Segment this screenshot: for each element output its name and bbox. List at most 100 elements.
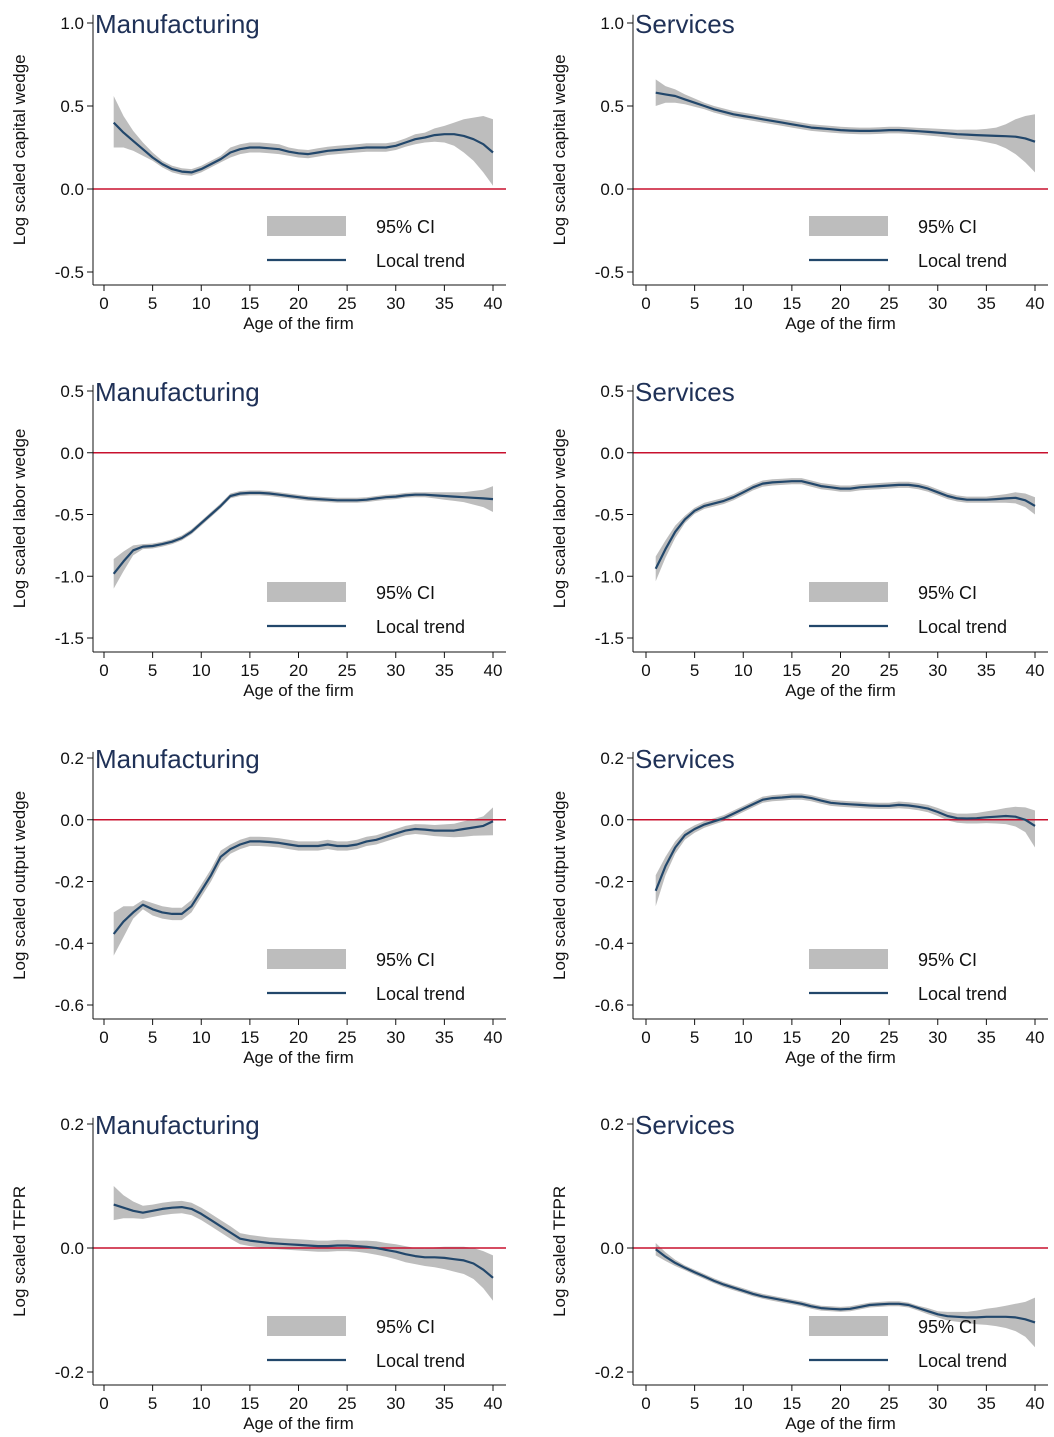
y-tick-label: 0.5 [600,97,624,116]
legend-trend-label: Local trend [918,1351,1007,1371]
x-tick-label: 10 [734,1028,753,1047]
legend-ci-label: 95% CI [376,583,435,603]
panel-title: Manufacturing [95,1110,260,1140]
x-tick-label: 15 [782,1394,801,1413]
x-tick-label: 0 [641,1394,650,1413]
legend-ci-swatch [267,582,346,602]
legend-trend-label: Local trend [918,984,1007,1004]
legend-ci-swatch [809,949,888,969]
x-tick-label: 20 [289,661,308,680]
x-tick-label: 30 [928,661,947,680]
y-tick-label: 0.0 [600,444,624,463]
y-tick-label: 1.0 [60,14,84,33]
x-tick-label: 35 [435,661,454,680]
x-tick-label: 20 [289,294,308,313]
x-tick-label: 20 [831,294,850,313]
x-tick-label: 15 [240,1394,259,1413]
x-tick-label: 15 [782,661,801,680]
ci-band [655,79,1035,173]
y-tick-label: 0.5 [600,382,624,401]
y-tick-label: 0.0 [600,1239,624,1258]
y-tick-label: 0.0 [600,811,624,830]
y-tick-label: 0.2 [60,1115,84,1134]
legend-ci-label: 95% CI [918,217,977,237]
panel-capital-services: -0.5 0.0 0.5 1.0 0 5 10 15 20 25 30 35 40 Age of the … [550,9,1048,333]
x-tick-label: 25 [880,661,899,680]
x-tick-label: 40 [1026,1394,1045,1413]
legend-ci-swatch [809,216,888,236]
y-tick-label: -1.0 [595,567,624,586]
ci-band [113,486,493,589]
x-tick-label: 10 [734,661,753,680]
legend-ci-label: 95% CI [918,1317,977,1337]
panel-title: Manufacturing [95,9,260,39]
x-tick-label: 15 [782,1028,801,1047]
y-tick-label: -1.5 [595,629,624,648]
panel-title: Manufacturing [95,377,260,407]
y-tick-label: 0.2 [600,1115,624,1134]
legend-ci-swatch [267,216,346,236]
x-axis-title: Age of the firm [785,681,896,700]
x-tick-label: 5 [148,1394,157,1413]
x-tick-label: 35 [977,1028,996,1047]
x-tick-label: 0 [99,1394,108,1413]
legend-ci-swatch [267,1316,346,1336]
x-tick-label: 30 [386,661,405,680]
x-tick-label: 10 [192,1394,211,1413]
panel-title: Services [635,377,735,407]
panel-title: Services [635,1110,735,1140]
y-tick-label: -1.5 [55,629,84,648]
legend-trend-label: Local trend [376,251,465,271]
trend-line [654,480,1036,570]
x-tick-label: 0 [641,1028,650,1047]
x-tick-label: 20 [831,1028,850,1047]
y-tick-label: 0.0 [60,1239,84,1258]
legend-trend-label: Local trend [918,617,1007,637]
legend-ci-swatch [809,582,888,602]
x-tick-label: 30 [928,1028,947,1047]
x-axis-title: Age of the firm [785,1048,896,1067]
x-tick-label: 25 [338,661,357,680]
x-tick-label: 40 [1026,294,1045,313]
x-tick-label: 5 [148,661,157,680]
y-axis-title: Log scaled TFPR [10,1186,29,1317]
y-tick-label: -0.4 [595,934,624,953]
x-tick-label: 35 [977,1394,996,1413]
legend-trend-label: Local trend [376,617,465,637]
x-tick-label: 5 [148,1028,157,1047]
panel-labor-manufacturing: -1.5 -1.0 -0.5 0.0 0.5 0 5 10 15 20 25 30 35 40 Age of… [10,377,506,700]
x-axis-title: Age of the firm [243,681,354,700]
x-tick-label: 30 [386,294,405,313]
legend-trend-label: Local trend [918,251,1007,271]
y-tick-label: -0.6 [55,996,84,1015]
panel-title: Services [635,9,735,39]
panel-capital-manufacturing: -0.5 0.0 0.5 1.0 0 5 10 15 20 25 30 35 40 Age of the … [10,9,506,333]
x-tick-label: 15 [240,661,259,680]
x-axis-title: Age of the firm [243,314,354,333]
legend-ci-label: 95% CI [918,950,977,970]
trend-line [112,491,494,575]
x-tick-label: 30 [928,1394,947,1413]
x-tick-label: 20 [831,1394,850,1413]
x-tick-label: 20 [289,1394,308,1413]
x-tick-label: 35 [977,294,996,313]
x-tick-label: 0 [99,294,108,313]
y-tick-label: -0.2 [55,873,84,892]
y-tick-label: 0.0 [60,811,84,830]
x-tick-label: 25 [880,294,899,313]
y-tick-label: -1.0 [55,567,84,586]
ci-band [655,793,1035,907]
x-tick-label: 40 [484,1394,503,1413]
x-tick-label: 0 [99,1028,108,1047]
panel-tfpr-services: -0.2 0.0 0.2 0 5 10 15 20 25 30 35 40 Age of the fir… [550,1110,1048,1433]
y-tick-label: 0.5 [60,97,84,116]
x-tick-label: 25 [880,1394,899,1413]
x-tick-label: 5 [690,661,699,680]
x-tick-label: 5 [690,1028,699,1047]
legend-ci-label: 95% CI [376,217,435,237]
legend-ci-label: 95% CI [376,1317,435,1337]
y-tick-label: -0.5 [595,506,624,525]
panel-tfpr-manufacturing: -0.2 0.0 0.2 0 5 10 15 20 25 30 35 40 Age of the fir… [10,1110,506,1433]
y-tick-label: 0.2 [60,749,84,768]
y-tick-label: -0.5 [595,263,624,282]
